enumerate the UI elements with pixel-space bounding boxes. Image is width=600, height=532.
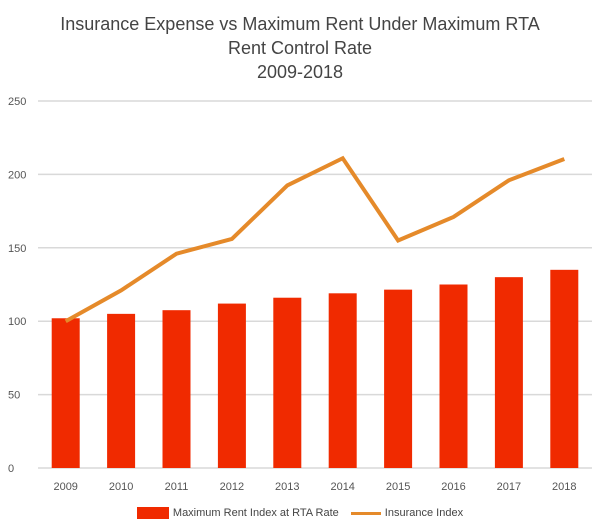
bar [107,313,136,468]
bar [162,310,191,468]
x-tick-label: 2017 [497,481,521,493]
y-tick-label: 250 [8,96,26,108]
y-tick-label: 50 [8,390,20,402]
bar [384,289,413,468]
x-tick-label: 2012 [220,481,244,493]
x-tick-label: 2014 [330,481,354,493]
bar [328,293,357,468]
insurance-line [64,155,566,323]
x-tick-label: 2013 [275,481,299,493]
legend-item-bar: Maximum Rent Index at RTA Rate [136,507,339,519]
legend-swatch-line [350,511,381,515]
y-tick-label: 100 [8,316,26,328]
x-tick-label: 2009 [53,481,77,493]
legend-item-line: Insurance Index [350,507,464,519]
bar [550,269,579,468]
x-tick-label: 2016 [441,481,465,493]
x-tick-label: 2010 [109,481,133,493]
bar [51,318,80,468]
chart-title-line2: Rent Control Rate [227,38,373,58]
chart-title-line1: Insurance Expense vs Maximum Rent Under … [60,14,540,34]
bar [217,303,246,468]
legend-swatch-bar [136,507,169,519]
bar [439,284,468,468]
bar [273,297,302,468]
legend-label-line: Insurance Index [384,507,464,519]
x-tick-label: 2011 [165,481,189,493]
legend: Maximum Rent Index at RTA Rate Insurance… [0,507,600,519]
x-tick-label: 2018 [552,481,576,493]
x-tick-label: 2015 [386,481,410,493]
y-tick-label: 200 [8,169,26,181]
bar [494,277,523,468]
legend-label-bar: Maximum Rent Index at RTA Rate [172,507,339,519]
chart-title-line3: 2009-2018 [256,62,344,82]
y-tick-label: 0 [8,463,14,475]
y-tick-label: 150 [8,243,26,255]
